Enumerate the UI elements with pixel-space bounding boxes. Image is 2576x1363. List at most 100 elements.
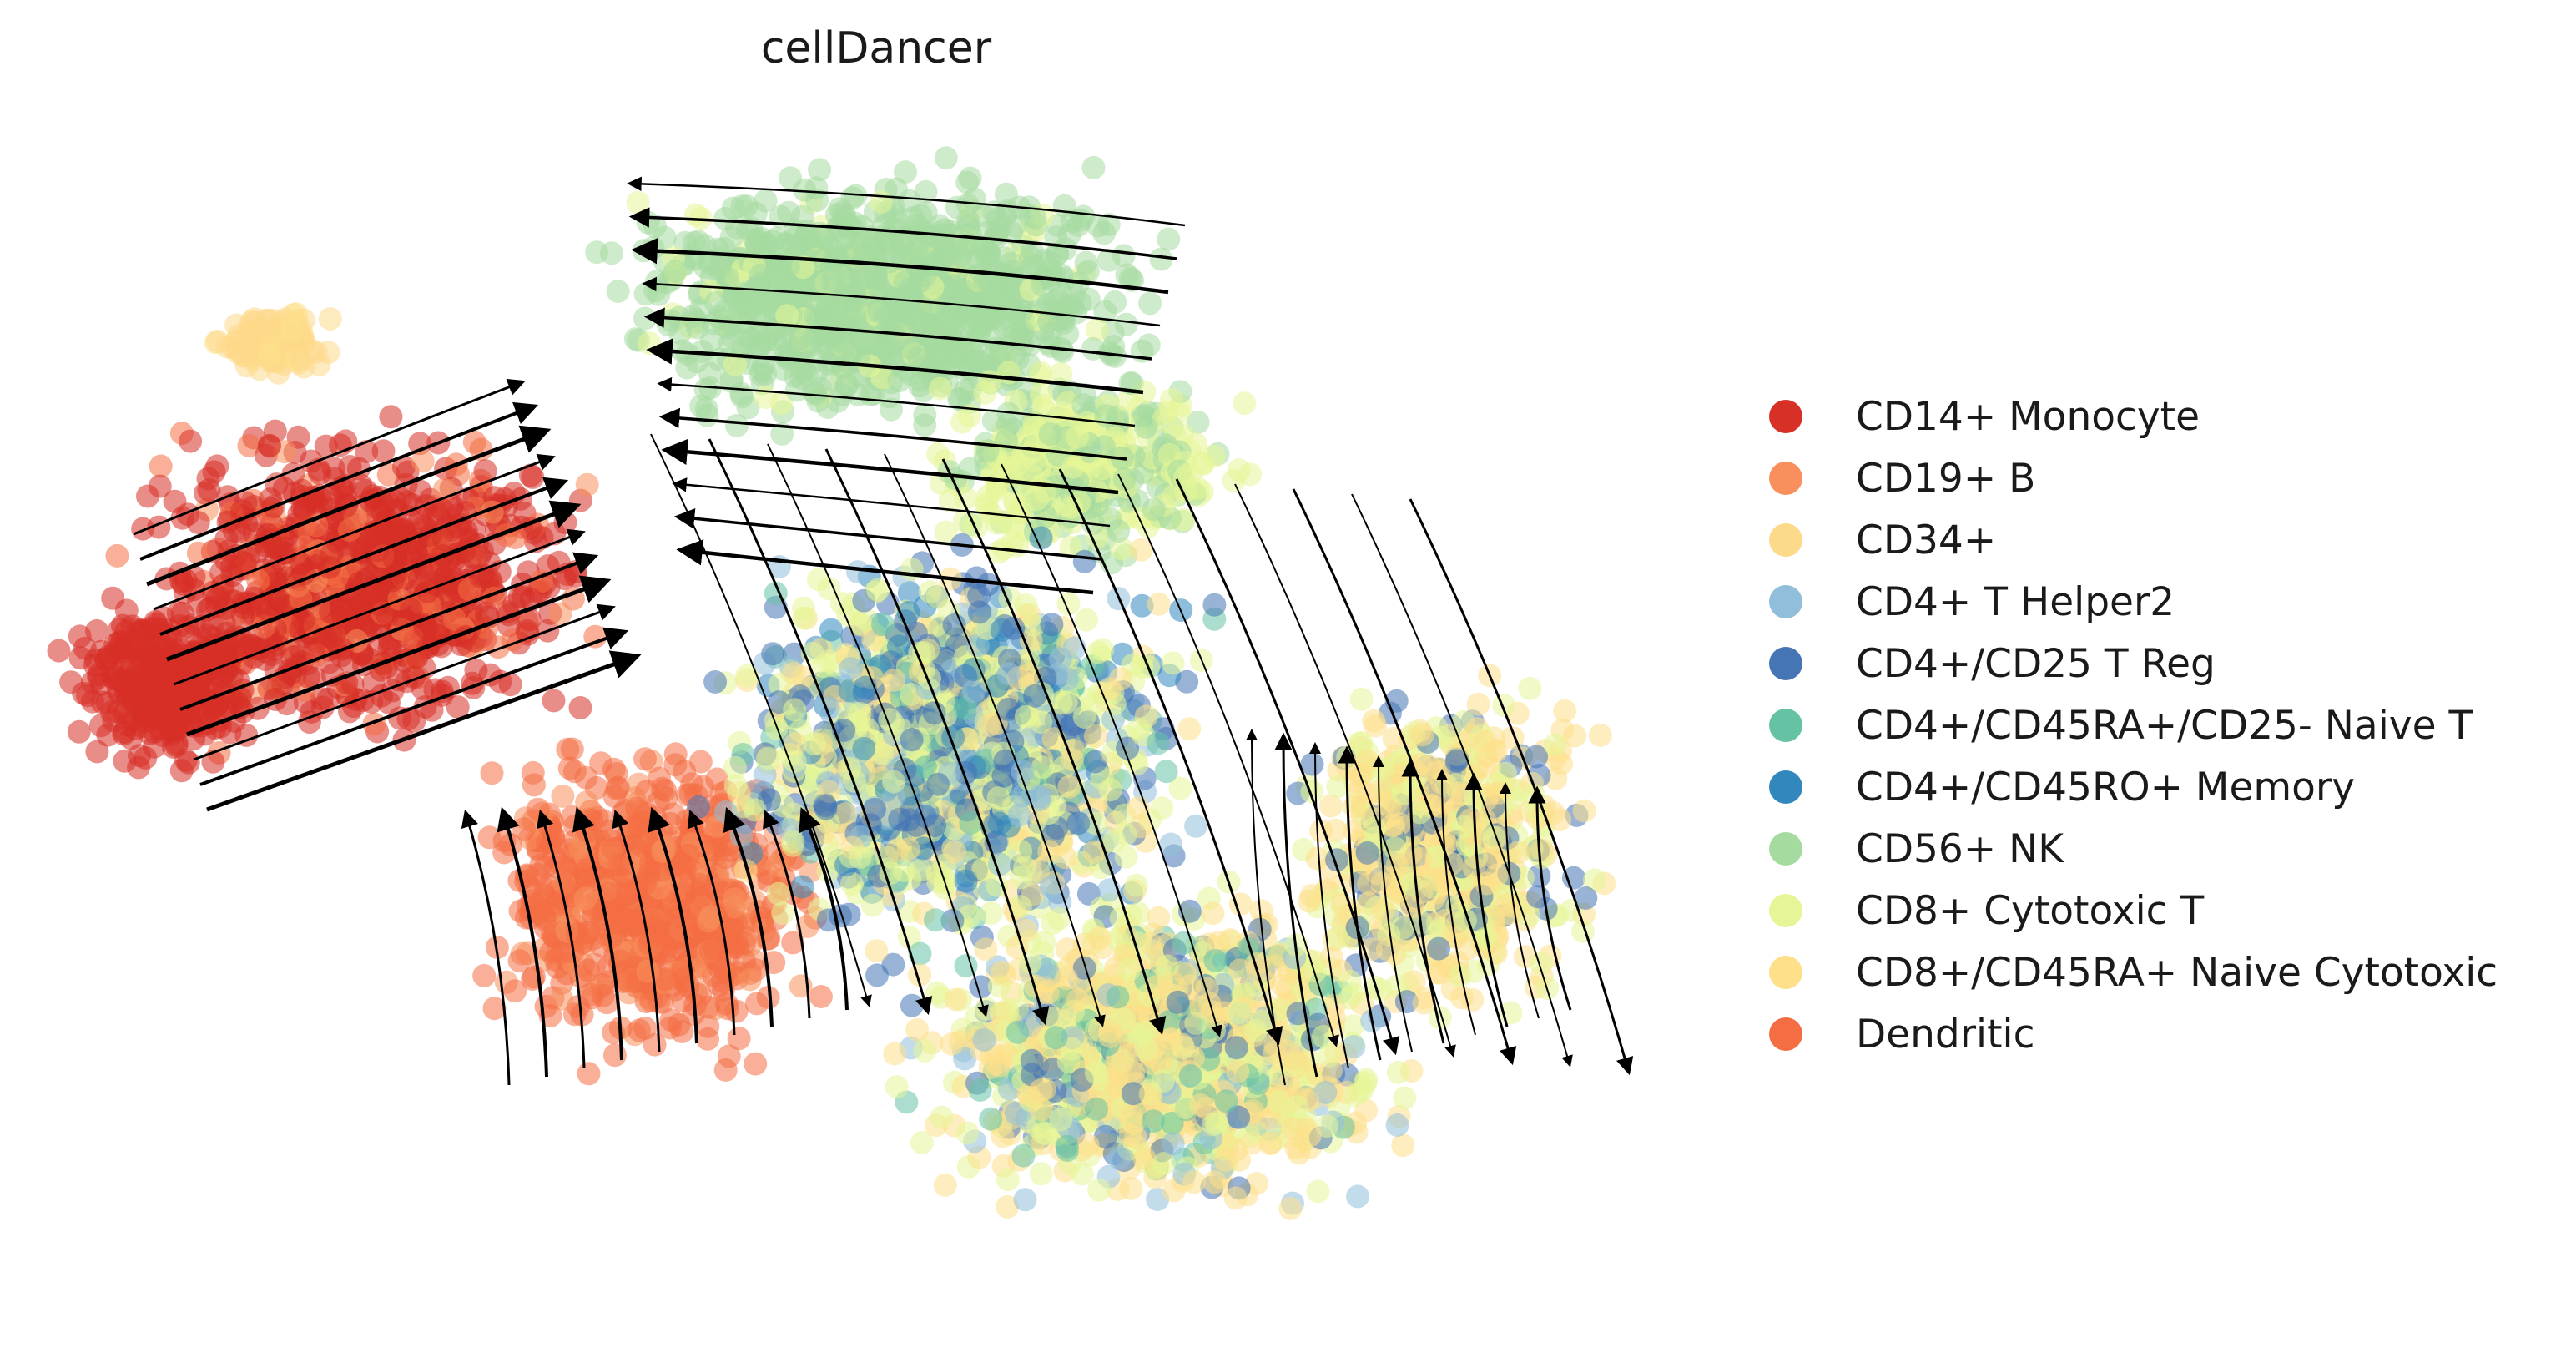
cell-point (865, 963, 889, 987)
cell-point (1062, 636, 1086, 660)
cell-point (636, 959, 660, 983)
cell-point (371, 439, 396, 463)
cell-point (149, 454, 173, 478)
cell-point (1233, 391, 1257, 416)
cell-point (987, 811, 1011, 835)
cell-point (744, 992, 769, 1016)
cell-point (802, 731, 826, 755)
cell-point (898, 336, 922, 360)
cell-point (442, 607, 466, 631)
cell-point (1061, 282, 1086, 306)
cell-point (1056, 667, 1079, 691)
cell-point (522, 773, 546, 797)
cell-point (934, 146, 958, 170)
cell-point (411, 449, 435, 473)
cell-point (85, 740, 109, 764)
cell-point (1038, 422, 1062, 447)
cell-point (599, 241, 623, 265)
cell-point (641, 236, 665, 260)
cell-point (246, 568, 270, 593)
cell-point (1031, 755, 1055, 780)
cell-point (1161, 651, 1185, 675)
cell-point (575, 472, 599, 497)
cell-point (729, 381, 754, 406)
cell-point (103, 633, 128, 656)
cell-point (790, 875, 814, 899)
cell-point (843, 305, 867, 329)
cell-point (291, 562, 315, 586)
cell-point (201, 695, 225, 719)
cell-point (633, 306, 657, 331)
cell-point (633, 747, 657, 771)
cell-point (1147, 592, 1171, 616)
cell-point (1014, 593, 1038, 617)
cell-point (689, 394, 713, 418)
cell-point (951, 305, 975, 329)
cell-point (733, 931, 757, 956)
cell-point (698, 940, 723, 964)
cell-point (703, 670, 728, 694)
cell-point (257, 433, 281, 457)
cell-point (179, 429, 203, 453)
cell-point (1134, 416, 1158, 439)
cell-point (1081, 336, 1105, 361)
cell-point (1057, 775, 1081, 799)
cell-point (781, 830, 805, 854)
cell-point (1115, 263, 1139, 287)
cell-point (583, 624, 607, 649)
cell-point (663, 260, 688, 283)
cell-point (735, 664, 759, 688)
cell-point (1007, 803, 1031, 827)
cell-point (318, 307, 342, 331)
cell-point (446, 695, 470, 719)
cell-point (713, 299, 737, 323)
cell-point (163, 489, 187, 513)
cell-point (860, 893, 885, 917)
cell-point (819, 618, 843, 642)
cell-point (811, 654, 835, 679)
cell-point (139, 675, 162, 699)
cell-point (955, 209, 980, 233)
cell-point (503, 979, 527, 1003)
cell-point (713, 846, 738, 870)
cell-point (839, 657, 863, 681)
cell-point (237, 433, 261, 457)
cell-point (1072, 704, 1096, 729)
cell-point (738, 967, 762, 992)
cell-point (810, 330, 834, 354)
cell-point (201, 750, 225, 774)
cell-point (980, 901, 1003, 926)
cell-point (530, 897, 554, 921)
cell-point (379, 405, 403, 429)
cell-point (338, 455, 362, 478)
cell-point (144, 610, 168, 634)
cell-point (186, 511, 210, 535)
cell-point (136, 484, 159, 508)
cell-point (638, 861, 661, 886)
cell-point (721, 196, 745, 220)
cell-point (766, 881, 790, 906)
cell-point (521, 465, 545, 489)
cell-point (855, 283, 880, 307)
cell-point (869, 190, 893, 214)
cell-point (226, 337, 250, 361)
cell-point (967, 600, 991, 624)
cell-point (548, 602, 572, 626)
cell-point (408, 506, 432, 530)
chart-title: cellDancer (760, 23, 992, 73)
cell-point (1074, 250, 1098, 275)
embedding-scatter-plot (47, 146, 1634, 1220)
cell-point (1010, 501, 1034, 525)
cell-point (272, 542, 295, 565)
cell-point (715, 265, 739, 290)
cell-point (784, 378, 809, 402)
cell-point (771, 901, 795, 926)
cell-point (925, 861, 950, 885)
cell-point (748, 271, 772, 295)
cell-point (942, 341, 966, 365)
cell-point (512, 817, 536, 841)
cell-point (402, 709, 426, 733)
cell-point (1157, 227, 1181, 251)
cell-point (289, 348, 312, 372)
cell-point (174, 568, 198, 593)
